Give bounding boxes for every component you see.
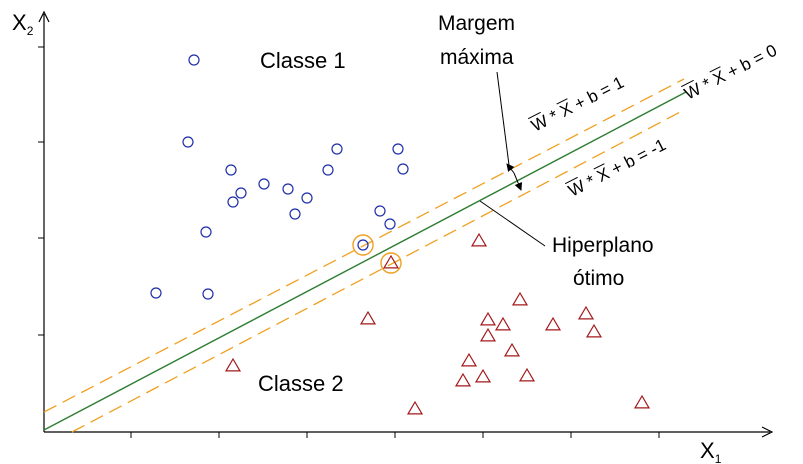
class-2-label: Classe 2 <box>258 371 344 396</box>
class-2-point <box>577 305 595 320</box>
class-1-point <box>150 287 162 299</box>
class-1-point <box>258 178 270 190</box>
hyperplane-pointer <box>479 200 546 247</box>
class-1-point <box>289 208 301 220</box>
class-1-point <box>188 54 200 66</box>
svg-text:W * X + b = 0: W * X + b = 0 <box>681 41 780 104</box>
lower-margin-line <box>71 109 685 433</box>
class-2-point <box>544 316 562 331</box>
optimal-hyperplane-line <box>43 91 687 431</box>
support-vector-ring <box>380 252 402 274</box>
margin-label-line2: máxima <box>440 46 514 69</box>
margin-arrow-down <box>513 172 523 191</box>
hyperplane-label-line2: ótimo <box>573 267 624 290</box>
upper-margin-line <box>43 78 685 413</box>
class-2-point <box>224 357 242 372</box>
class-1-label: Classe 1 <box>260 48 346 73</box>
x-axis-arrow <box>761 426 774 438</box>
class-1-point <box>331 143 343 155</box>
margin-label-line1: Margem <box>438 12 515 35</box>
class-1-point <box>202 288 214 300</box>
x-axis-label: X1 <box>700 438 722 464</box>
class-2-point <box>454 372 472 387</box>
equation-upper: W * X + b = 1 <box>527 73 627 136</box>
equation-center: W * X + b = 0 <box>680 41 780 104</box>
support-vector-ring <box>352 234 374 256</box>
class-2-point <box>633 394 651 409</box>
class-2-point <box>479 311 497 326</box>
margin-arrow-up <box>506 163 515 174</box>
class-2-point <box>406 400 424 415</box>
class-2-point <box>479 327 497 342</box>
class-1-point <box>384 218 396 230</box>
class-2-point <box>460 352 478 367</box>
hyperplane-label-line1: Hiperplano <box>552 234 654 257</box>
class-2-point <box>518 367 536 382</box>
svg-text:W * X + b = 1: W * X + b = 1 <box>528 73 627 136</box>
class-2-point <box>503 342 521 357</box>
class-1-point <box>225 164 237 176</box>
class-1-point <box>227 196 239 208</box>
y-axis-arrow <box>38 10 50 23</box>
class-1-points <box>150 54 409 300</box>
class-2-point <box>494 316 512 331</box>
class-1-support-point <box>357 239 369 251</box>
class-2-point <box>585 323 603 338</box>
class-1-point <box>200 226 212 238</box>
y-axis-ticks <box>38 46 44 336</box>
margin-pointer <box>496 71 510 166</box>
class-2-point <box>359 310 377 325</box>
class-1-point <box>301 192 313 204</box>
class-1-point <box>397 163 409 175</box>
y-axis-label: X2 <box>12 10 34 38</box>
class-1-point <box>182 136 194 148</box>
class-2-point <box>474 368 492 383</box>
class-2-support-point <box>382 254 400 269</box>
class-1-point <box>235 187 247 199</box>
class-2-point <box>470 232 488 247</box>
class-1-point <box>322 164 334 176</box>
support-vectors <box>352 234 402 274</box>
class-2-points <box>224 232 651 415</box>
class-1-point <box>374 205 386 217</box>
class-1-point <box>392 143 404 155</box>
x-axis-ticks <box>130 432 660 438</box>
class-2-point <box>511 291 529 306</box>
class-1-point <box>282 183 294 195</box>
